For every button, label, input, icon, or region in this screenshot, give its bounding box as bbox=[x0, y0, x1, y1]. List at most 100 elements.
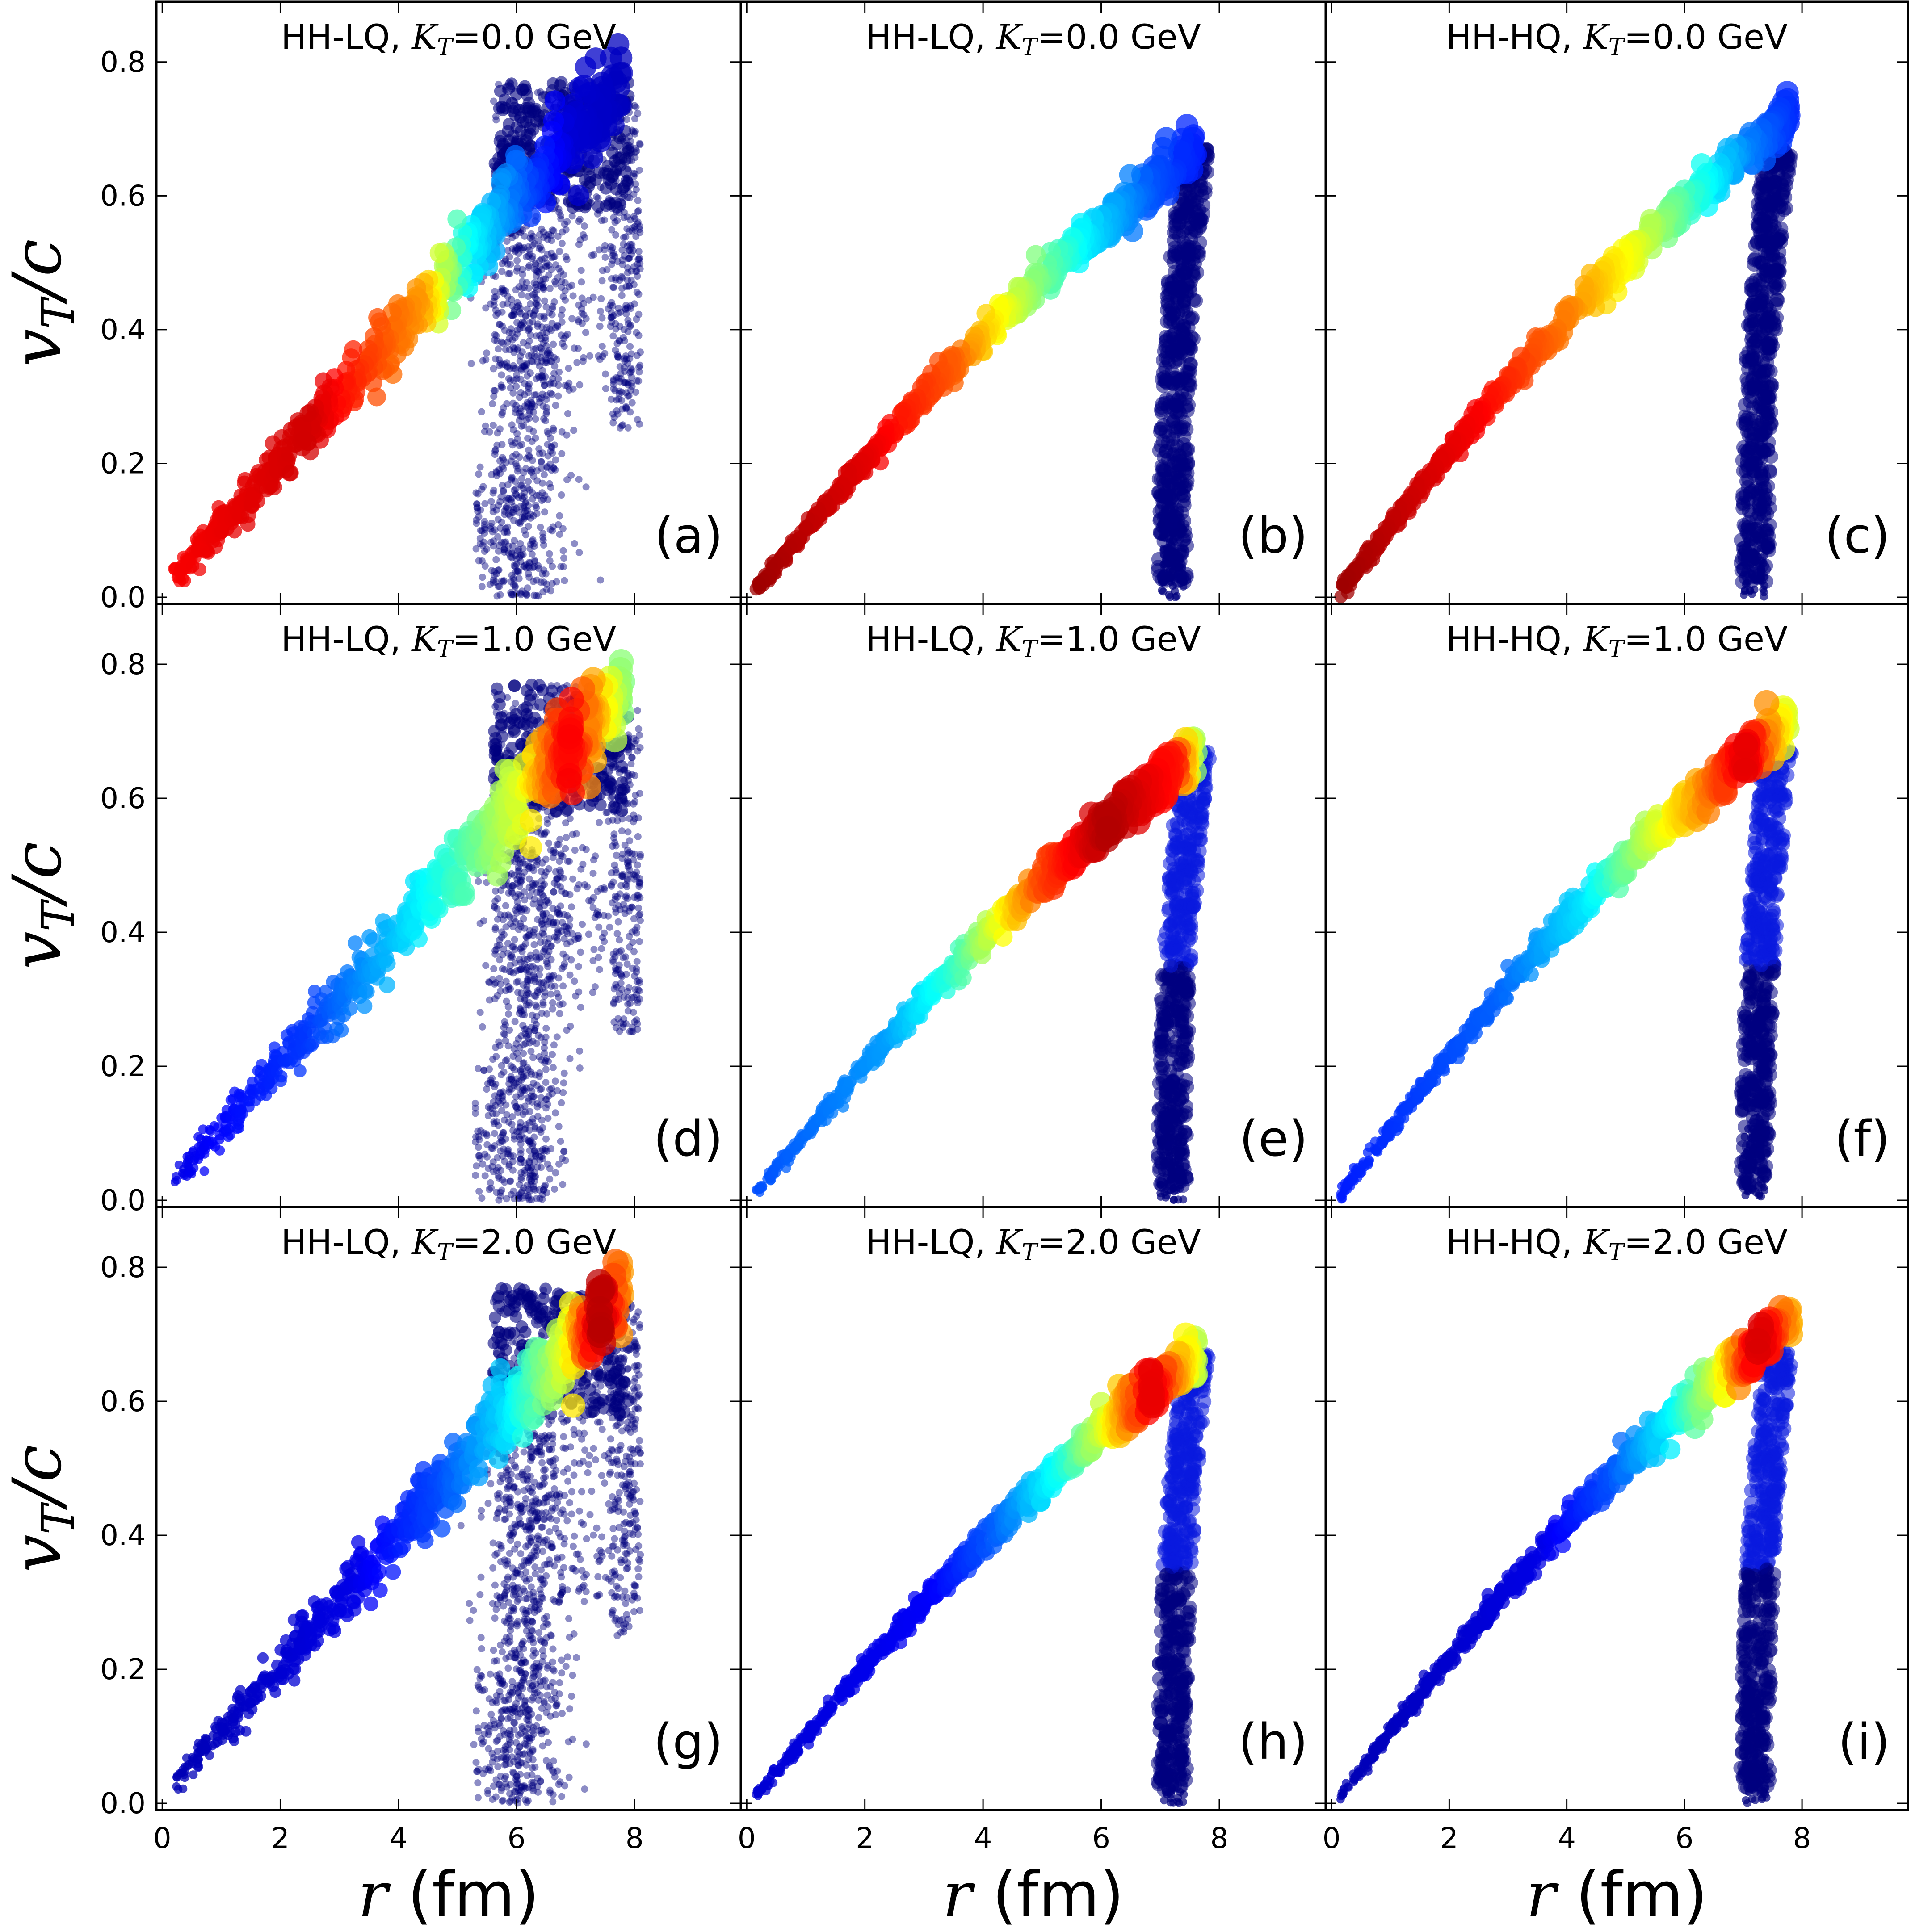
cloud-point bbox=[554, 392, 562, 400]
cloud-point bbox=[492, 446, 500, 453]
cloud-point bbox=[483, 1153, 491, 1161]
cloud-point bbox=[600, 182, 613, 195]
cloud-point bbox=[527, 1137, 535, 1144]
cloud-point bbox=[612, 274, 619, 282]
cloud-point bbox=[633, 267, 641, 275]
cloud-point bbox=[545, 349, 553, 357]
cloud-point bbox=[509, 453, 517, 461]
cloud-point bbox=[635, 368, 643, 376]
cloud-point bbox=[622, 233, 630, 241]
cloud-point bbox=[620, 234, 627, 241]
cloud-point bbox=[497, 381, 505, 389]
cloud-point bbox=[610, 312, 617, 319]
cloud-point bbox=[511, 439, 519, 447]
edge-point bbox=[1180, 474, 1195, 488]
cloud-point bbox=[630, 856, 637, 864]
cloud-point bbox=[524, 372, 531, 380]
cloud-point bbox=[491, 451, 499, 458]
cloud-point bbox=[532, 300, 540, 307]
edge-point bbox=[1181, 398, 1196, 412]
cloud-point bbox=[570, 427, 578, 434]
cloud-point bbox=[613, 340, 621, 348]
cloud-point bbox=[545, 347, 553, 354]
cloud-point bbox=[513, 555, 521, 563]
cloud-point bbox=[516, 325, 524, 332]
cloud-point bbox=[628, 399, 636, 407]
cloud-point bbox=[510, 348, 518, 356]
cloud-point bbox=[517, 540, 524, 547]
cloud-point bbox=[510, 310, 518, 318]
cloud-point bbox=[616, 337, 623, 345]
cloud-point bbox=[633, 958, 641, 965]
cloud-point bbox=[592, 200, 605, 213]
cloud-point bbox=[549, 523, 557, 531]
cloud-point bbox=[625, 247, 633, 254]
cloud-point bbox=[533, 592, 540, 599]
cloud-point bbox=[490, 542, 497, 550]
cloud-point bbox=[532, 1173, 539, 1180]
cloud-point bbox=[525, 380, 533, 388]
cloud-point bbox=[631, 215, 638, 222]
cloud-point bbox=[475, 557, 483, 565]
cloud-point bbox=[502, 1057, 509, 1064]
cloud-point bbox=[631, 926, 639, 934]
edge-point bbox=[1753, 313, 1768, 328]
cloud-point bbox=[499, 384, 506, 391]
cloud-point bbox=[500, 287, 508, 294]
edge-point bbox=[1764, 247, 1778, 262]
cloud-point bbox=[475, 1152, 483, 1160]
cloud-point bbox=[622, 306, 630, 313]
cloud-point bbox=[512, 246, 519, 254]
line-point bbox=[1574, 275, 1594, 295]
cloud-point bbox=[474, 490, 482, 498]
cloud-point bbox=[533, 296, 541, 303]
cloud-point bbox=[508, 457, 515, 465]
cloud-point bbox=[589, 293, 597, 301]
cloud-point bbox=[527, 541, 534, 548]
cloud-point bbox=[555, 368, 563, 376]
cloud-point bbox=[523, 991, 530, 999]
cloud-point bbox=[511, 537, 518, 545]
cloud-point bbox=[489, 503, 497, 511]
cloud-point bbox=[633, 377, 641, 385]
cloud-point bbox=[636, 875, 643, 882]
cloud-point bbox=[530, 540, 538, 547]
cloud-point bbox=[550, 918, 558, 926]
cloud-point bbox=[636, 229, 644, 236]
cloud-point bbox=[551, 441, 559, 449]
cloud-point bbox=[550, 370, 558, 377]
cloud-point bbox=[508, 329, 516, 337]
cloud-point bbox=[624, 379, 632, 386]
cloud-point bbox=[558, 965, 566, 972]
cloud-point bbox=[538, 1085, 545, 1093]
edge-point bbox=[1171, 587, 1179, 595]
cloud-point bbox=[564, 331, 571, 338]
cloud-point bbox=[525, 425, 533, 433]
cloud-point bbox=[508, 312, 516, 319]
cloud-point bbox=[525, 570, 532, 578]
line-point bbox=[567, 184, 589, 206]
cloud-point bbox=[538, 394, 546, 402]
panel-b-plot-area bbox=[749, 114, 1215, 601]
cloud-point bbox=[527, 230, 535, 238]
cloud-point bbox=[508, 951, 515, 959]
cloud-point bbox=[618, 273, 626, 281]
cloud-point bbox=[522, 531, 529, 539]
cloud-point bbox=[515, 250, 522, 257]
cloud-point bbox=[631, 128, 639, 135]
cloud-point bbox=[490, 486, 498, 494]
cloud-point bbox=[492, 272, 500, 280]
cloud-point bbox=[500, 528, 508, 536]
cloud-point bbox=[627, 386, 634, 394]
cloud-point bbox=[527, 1167, 534, 1174]
cloud-point bbox=[536, 245, 543, 252]
cloud-point bbox=[473, 504, 481, 511]
cloud-point bbox=[521, 513, 528, 521]
line-point bbox=[1336, 578, 1349, 591]
cloud-point bbox=[488, 471, 496, 478]
cloud-point bbox=[571, 344, 578, 352]
edge-point bbox=[1755, 328, 1769, 343]
cloud-point bbox=[517, 989, 525, 997]
cloud-point bbox=[558, 450, 566, 457]
cloud-point bbox=[537, 243, 544, 251]
